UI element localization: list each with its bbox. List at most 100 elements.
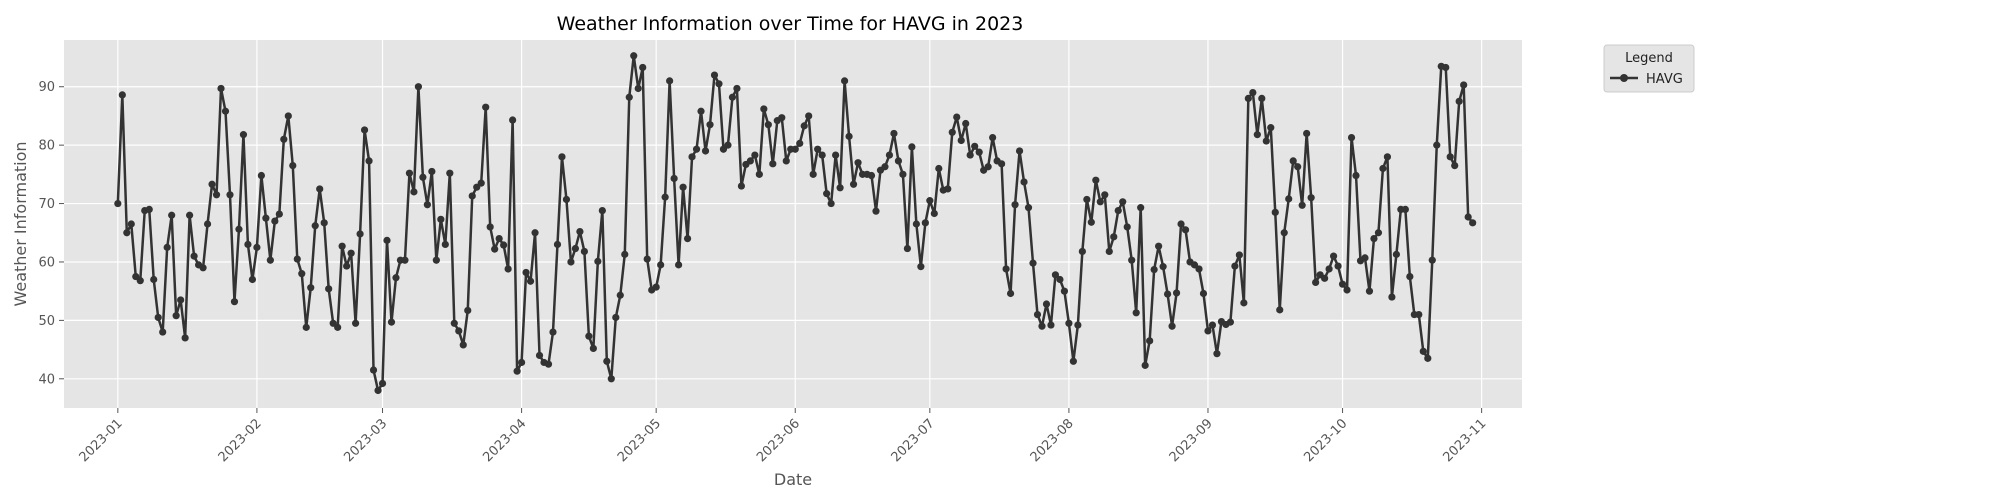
data-point: [1347, 133, 1356, 142]
data-point: [1114, 206, 1122, 215]
data-point: [1213, 350, 1221, 358]
data-point: [284, 112, 292, 120]
data-point: [495, 235, 503, 243]
data-point: [325, 285, 333, 293]
data-point: [666, 77, 674, 85]
data-point: [962, 119, 970, 128]
x-tick-label: 2023-09: [1167, 416, 1216, 465]
data-point: [1338, 280, 1347, 288]
data-point: [953, 113, 961, 121]
data-point: [751, 151, 759, 159]
data-point: [1267, 124, 1275, 132]
data-point: [150, 275, 158, 284]
data-point: [580, 247, 588, 256]
data-point: [464, 306, 472, 315]
data-point: [827, 199, 835, 208]
data-point: [1235, 251, 1243, 259]
chart-title: Weather Information over Time for HAVG i…: [557, 13, 1024, 35]
data-point: [1379, 164, 1387, 173]
x-tick-label: 2023-01: [77, 416, 126, 465]
data-point: [343, 262, 351, 270]
data-point: [1011, 201, 1019, 209]
data-point: [168, 211, 176, 219]
data-point: [1285, 195, 1293, 203]
data-point: [1392, 250, 1400, 258]
data-point: [172, 312, 180, 320]
y-axis-title: Weather Information: [11, 141, 30, 306]
data-point: [208, 180, 216, 188]
data-point: [930, 209, 938, 218]
data-point: [1159, 263, 1167, 271]
plot-area: [64, 40, 1522, 408]
data-point: [558, 153, 566, 161]
data-point: [181, 334, 189, 342]
data-point: [634, 84, 642, 93]
data-point: [1087, 218, 1095, 226]
data-point: [1181, 226, 1190, 234]
data-point: [482, 103, 490, 111]
y-tick-label: 50: [38, 314, 55, 329]
data-point: [576, 227, 584, 236]
data-point: [621, 250, 629, 258]
data-point: [966, 151, 974, 159]
data-point: [477, 179, 485, 187]
data-point: [760, 105, 768, 113]
data-point: [1325, 265, 1333, 273]
data-point: [1312, 278, 1320, 287]
data-point: [562, 195, 571, 204]
data-point: [652, 283, 660, 291]
data-point: [374, 386, 382, 395]
data-point: [1262, 137, 1270, 145]
data-point: [203, 220, 212, 228]
data-point: [755, 170, 763, 178]
data-point: [908, 143, 916, 151]
data-point: [1469, 219, 1477, 227]
data-point: [706, 121, 714, 129]
data-point: [298, 270, 306, 278]
data-point: [724, 141, 732, 149]
data-point: [1168, 322, 1176, 330]
data-point: [746, 157, 754, 165]
data-point: [715, 80, 723, 88]
data-point: [212, 191, 221, 199]
data-point: [903, 244, 912, 253]
data-point: [1352, 171, 1360, 180]
data-point: [253, 243, 261, 251]
data-point: [921, 219, 929, 227]
data-point: [1415, 310, 1423, 319]
data-point: [769, 160, 777, 168]
data-point: [1128, 256, 1136, 264]
data-point: [257, 171, 265, 180]
data-point: [984, 163, 992, 171]
data-point: [293, 255, 301, 263]
data-point: [737, 182, 746, 190]
data-point: [796, 139, 804, 147]
data-point: [1083, 195, 1091, 204]
data-point: [1289, 157, 1297, 165]
data-point: [791, 145, 799, 153]
data-point: [1172, 289, 1181, 297]
data-point: [239, 131, 248, 139]
data-point: [387, 318, 396, 326]
data-point: [347, 249, 355, 257]
data-point: [1119, 198, 1127, 206]
data-point: [625, 93, 633, 101]
data-point: [1208, 321, 1217, 329]
data-point: [1231, 262, 1239, 270]
data-point: [423, 201, 431, 209]
data-point: [352, 319, 360, 327]
data-point: [275, 210, 283, 218]
data-point: [1163, 290, 1172, 298]
data-point: [544, 360, 553, 368]
data-point: [392, 274, 400, 282]
data-point: [1226, 318, 1234, 326]
data-point: [728, 93, 737, 101]
data-point: [926, 197, 934, 205]
data-point: [661, 193, 669, 201]
data-point: [630, 52, 638, 60]
data-point: [235, 225, 243, 233]
data-point: [1056, 275, 1064, 284]
data-point: [1096, 198, 1104, 206]
data-point: [118, 91, 126, 99]
